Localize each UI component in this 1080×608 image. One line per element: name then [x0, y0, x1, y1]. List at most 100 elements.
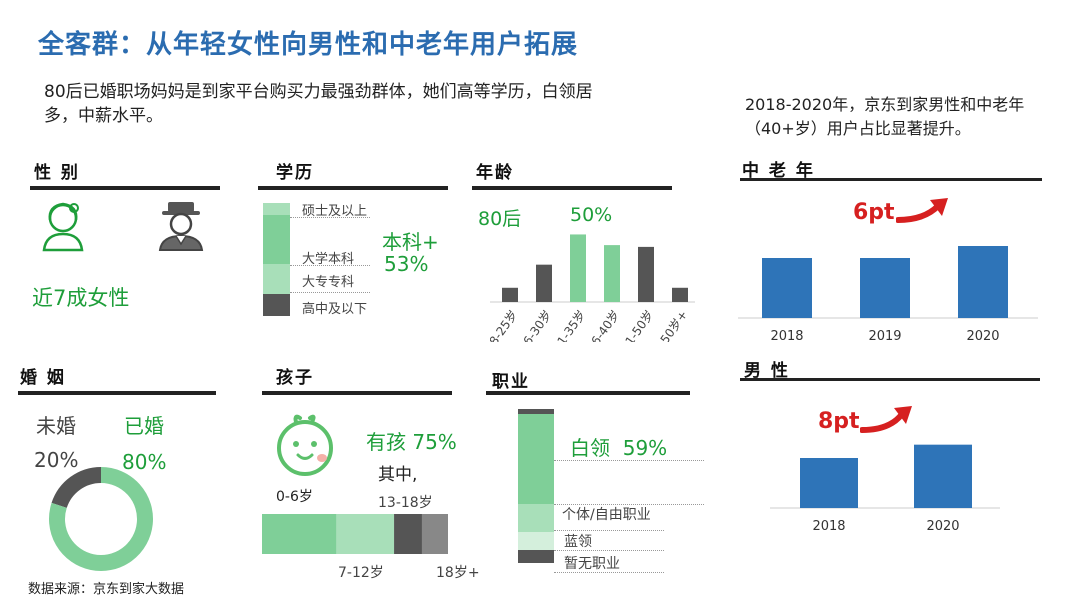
donut-slice	[51, 467, 102, 509]
children-label-7-12: 7-12岁	[338, 565, 384, 581]
education-heading: 学历	[276, 163, 314, 183]
increase-arrow-icon	[896, 198, 948, 223]
occupation-summary: 白领 59%	[570, 436, 668, 460]
children-segment	[336, 514, 395, 554]
age-tick-label: 31-35岁	[549, 307, 588, 342]
edu-bar-highschool	[263, 294, 290, 316]
marriage-heading: 婚 姻	[20, 368, 66, 388]
age-heading: 年龄	[476, 163, 514, 183]
age-tick-label: 50岁+	[657, 307, 691, 342]
occ-bar-bluecollar	[518, 532, 554, 550]
age-highlight-left: 80后	[478, 208, 522, 230]
age-tick-label: 26-30岁	[515, 307, 554, 342]
occ-dotline	[554, 572, 664, 573]
male-rule	[740, 378, 1040, 381]
occ-dotline	[554, 504, 704, 505]
male-tick-label: 2018	[812, 519, 845, 534]
edu-label-bachelor: 大学本科	[302, 252, 355, 267]
occ-label-bluecollar: 蓝领	[564, 534, 592, 550]
middle-aged-tick-label: 2019	[868, 329, 901, 344]
unmarried-label: 未婚	[36, 414, 76, 438]
children-label-0-6: 0-6岁	[276, 489, 313, 505]
gender-heading: 性 别	[34, 163, 80, 183]
occ-label-self-employed: 个体/自由职业	[562, 507, 651, 523]
married-label: 已婚	[124, 414, 164, 438]
occ-bar-top	[518, 409, 554, 414]
children-heading: 孩子	[276, 368, 314, 388]
occ-dotline	[554, 460, 704, 461]
marriage-donut-chart	[49, 467, 153, 571]
children-label-18plus: 18岁+	[436, 565, 480, 581]
children-rule	[262, 391, 452, 395]
intro-text: 80后已婚职场妈妈是到家平台购买力最强劲群体，她们高等学历，白领居多，中薪水平。	[44, 82, 593, 126]
gender-rule	[30, 186, 220, 190]
unmarried-value: 20%	[34, 448, 79, 472]
edu-dotline	[290, 292, 370, 293]
edu-label-highschool: 高中及以下	[302, 302, 368, 317]
children-label-13-18: 13-18岁	[378, 495, 433, 511]
occ-dotline	[554, 550, 664, 551]
middle-aged-tick-label: 2020	[966, 329, 999, 344]
age-bar	[536, 264, 552, 302]
married-value: 80%	[122, 450, 167, 474]
age-bar	[604, 245, 620, 302]
middle-aged-bar	[860, 258, 910, 318]
occ-label-unemployed: 暂无职业	[564, 556, 620, 572]
male-heading: 男 性	[744, 361, 790, 381]
age-highlight-right: 50%	[570, 204, 613, 226]
children-stacked-bar	[262, 514, 448, 554]
edu-label-master: 硕士及以上	[302, 204, 368, 219]
male-bar	[800, 458, 858, 508]
male-bar	[914, 444, 972, 508]
children-note: 其中,	[378, 465, 418, 485]
page-title: 全客群：从年轻女性向男性和中老年用户拓展	[38, 30, 579, 60]
edu-bar-bachelor	[263, 215, 290, 264]
age-bar	[672, 287, 688, 302]
children-summary: 有孩 75%	[366, 430, 457, 454]
data-source: 数据来源：京东到家大数据	[28, 582, 185, 597]
marriage-rule	[18, 391, 216, 395]
gender-summary: 近7成女性	[32, 286, 130, 310]
male-bar-chart: 2018 2020	[770, 444, 1000, 534]
right-intro-text: 2018-2020年，京东到家男性和中老年（40+岁）用户占比显著提升。	[745, 95, 1025, 138]
edu-dotline	[290, 217, 370, 218]
edu-dotline	[290, 265, 370, 266]
occupation-rule	[486, 391, 690, 395]
occupation-heading: 职业	[492, 372, 530, 392]
occ-dotline	[554, 530, 664, 531]
children-segment	[394, 514, 422, 554]
male-icon	[158, 202, 204, 251]
age-tick-label: 36-40岁	[583, 307, 622, 342]
edu-bar-master	[263, 203, 290, 215]
edu-bar-college	[263, 264, 290, 294]
male-increase: 8pt	[818, 409, 860, 434]
increase-arrow-icon	[860, 406, 912, 433]
female-icon	[42, 202, 84, 252]
middle-aged-bar	[762, 258, 812, 318]
baby-face-icon	[277, 414, 333, 476]
age-tick-label: 18-25岁	[490, 307, 520, 342]
age-tick-label: 41-50岁	[617, 307, 656, 342]
male-tick-label: 2020	[926, 519, 959, 534]
occ-bar-self-employed	[518, 504, 554, 532]
middle-aged-rule	[740, 178, 1042, 181]
donut-slice	[49, 467, 153, 571]
middle-aged-bar	[958, 246, 1008, 318]
middle-aged-increase: 6pt	[853, 200, 895, 225]
age-bar	[502, 287, 518, 302]
age-bar	[570, 234, 586, 302]
age-bar	[638, 246, 654, 302]
middle-aged-tick-label: 2018	[770, 329, 803, 344]
age-rule	[472, 186, 672, 190]
middle-aged-heading: 中 老 年	[742, 161, 815, 181]
edu-summary-label: 本科+	[382, 230, 439, 254]
occ-bar-unemployed	[518, 550, 554, 563]
children-segment	[262, 514, 337, 554]
children-segment	[421, 514, 448, 554]
edu-summary-value: 53%	[384, 252, 429, 276]
middle-aged-bar-chart: 2018 2019 2020	[738, 246, 1038, 344]
occ-bar-whitecollar	[518, 414, 554, 504]
education-rule	[258, 186, 448, 190]
edu-label-college: 大专专科	[302, 275, 355, 290]
